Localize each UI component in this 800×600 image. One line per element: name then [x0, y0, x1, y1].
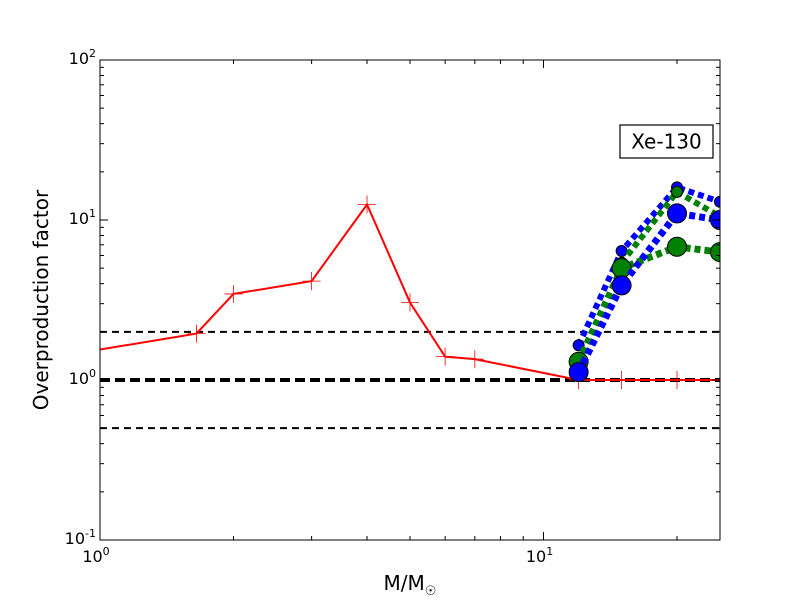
series-0-point	[224, 284, 243, 303]
series-4-point	[611, 275, 632, 296]
series-3-point	[611, 258, 632, 279]
x-axis-label: M/M☉	[384, 571, 437, 599]
y-tick-label: 10-1	[65, 527, 96, 548]
series-3-point	[667, 236, 688, 257]
series-0-point	[668, 371, 687, 389]
y-tick-label: 102	[69, 47, 96, 68]
x-tick-label: 100	[82, 545, 109, 566]
x-tick-label: 101	[526, 545, 553, 566]
series-1-line	[575, 183, 720, 347]
series-4-line	[575, 209, 720, 374]
y-tick-label: 100	[69, 367, 96, 388]
series-2-point	[671, 185, 684, 198]
series-4-point	[568, 362, 589, 383]
series-3-point	[710, 242, 720, 263]
series-0-point	[302, 272, 321, 291]
series-1-point	[615, 245, 628, 258]
series-0-point	[358, 195, 377, 214]
annotation-box: Xe-130	[619, 124, 714, 159]
series-0-line	[100, 202, 720, 381]
annotation-text: Xe-130	[631, 130, 702, 154]
axis-ticks	[99, 59, 720, 541]
series-0-point	[401, 293, 419, 312]
series-1-point	[714, 195, 720, 208]
series-0	[100, 195, 720, 389]
series-layer	[100, 181, 720, 389]
series-4-point	[667, 203, 688, 224]
series-0-point	[436, 347, 455, 366]
series-0-point	[187, 324, 206, 343]
y-tick-label: 101	[69, 207, 96, 228]
series-3-line	[575, 243, 720, 364]
y-axis-label: Overproduction factor	[29, 189, 53, 410]
series-0-point	[465, 350, 484, 369]
series-0-point	[612, 371, 631, 389]
series-1	[572, 181, 720, 352]
